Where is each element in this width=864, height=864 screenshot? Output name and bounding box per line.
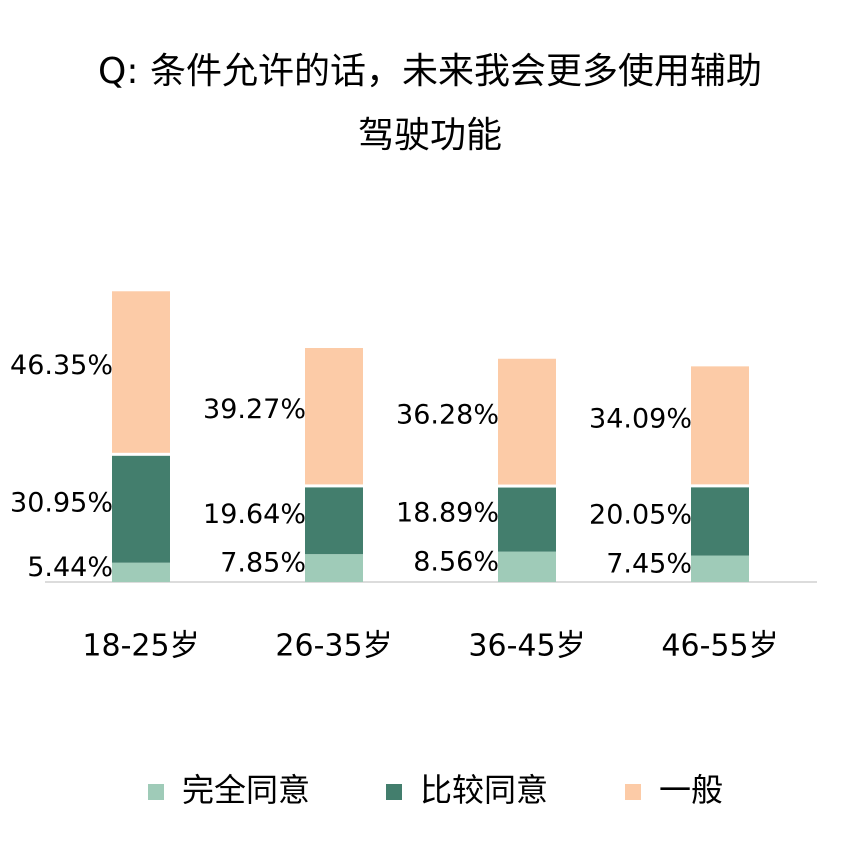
value-label: 46.35% (10, 350, 113, 381)
value-label: 20.05% (589, 499, 692, 530)
legend-label: 比较同意 (420, 771, 548, 809)
x-tick-label: 36-45岁 (468, 629, 585, 664)
bar-segment (691, 366, 749, 485)
value-label: 39.27% (203, 394, 306, 425)
value-label: 36.28% (396, 400, 499, 431)
bar-segment (112, 291, 170, 453)
legend-label: 一般 (659, 771, 723, 809)
value-label: 30.95% (10, 487, 113, 518)
x-tick-label: 18-25岁 (82, 629, 199, 664)
value-label: 7.85% (220, 548, 306, 579)
value-label: 7.45% (606, 548, 692, 579)
bar-segment (305, 348, 363, 485)
value-label: 5.44% (27, 552, 113, 583)
x-tick-label: 46-55岁 (661, 629, 778, 664)
legend-swatch (625, 784, 641, 800)
bar-segment (691, 487, 749, 556)
chart-title: Q: 条件允许的话，未来我会更多使用辅助驾驶功能 (98, 51, 762, 156)
value-label: 8.56% (413, 546, 499, 577)
bar-segment (498, 551, 556, 582)
bar-segment (691, 555, 749, 582)
bar-segment (112, 455, 170, 563)
value-label: 19.64% (203, 499, 306, 530)
bar-segment (305, 487, 363, 555)
value-label: 18.89% (396, 498, 499, 529)
bar-segment (112, 562, 170, 582)
legend-swatch (386, 784, 402, 800)
value-label: 34.09% (589, 403, 692, 434)
x-tick-label: 26-35岁 (275, 629, 392, 664)
bar-segment (305, 554, 363, 582)
bar-segment (498, 487, 556, 552)
legend-swatch (148, 784, 164, 800)
legend-label: 完全同意 (182, 771, 310, 809)
bar-segment (498, 358, 556, 485)
